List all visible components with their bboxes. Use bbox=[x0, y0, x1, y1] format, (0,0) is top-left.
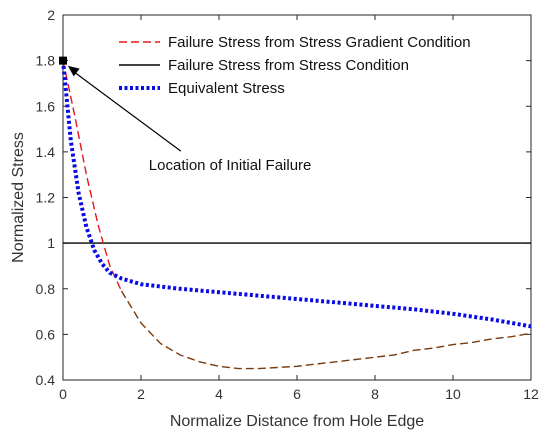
legend-label: Failure Stress from Stress Condition bbox=[168, 57, 409, 74]
x-tick-label: 4 bbox=[215, 386, 223, 402]
y-tick-label: 1.6 bbox=[36, 98, 56, 114]
y-tick-label: 1.8 bbox=[36, 53, 56, 69]
y-tick-label: 1.2 bbox=[36, 190, 56, 206]
y-axis: 0.4 0.6 0.8 1 1.2 1.4 1.6 1.8 2 bbox=[36, 7, 531, 388]
initial-failure-marker bbox=[59, 56, 67, 65]
x-tick-label: 12 bbox=[523, 386, 539, 402]
x-axis-label: Normalize Distance from Hole Edge bbox=[170, 413, 424, 430]
x-tick-label: 10 bbox=[445, 386, 461, 402]
y-tick-label: 0.4 bbox=[36, 372, 56, 388]
series-line-gradient-condition-tail bbox=[120, 290, 532, 370]
x-tick-label: 6 bbox=[293, 386, 301, 402]
x-tick-label: 0 bbox=[59, 386, 67, 402]
annotation-arrow-shaft bbox=[69, 68, 182, 152]
x-axis: 0 2 4 6 8 10 12 bbox=[59, 15, 539, 402]
legend-label: Failure Stress from Stress Gradient Cond… bbox=[168, 34, 471, 51]
y-tick-label: 1.4 bbox=[36, 144, 56, 160]
y-tick-label: 2 bbox=[47, 7, 55, 23]
legend-label: Equivalent Stress bbox=[168, 80, 285, 97]
x-tick-label: 2 bbox=[137, 386, 145, 402]
x-tick-label: 8 bbox=[371, 386, 379, 402]
annotation-layer: Location of Initial Failure bbox=[67, 65, 312, 174]
series-line-equivalent-stress bbox=[61, 60, 532, 329]
annotation-label: Location of Initial Failure bbox=[149, 157, 312, 174]
legend: Failure Stress from Stress Gradient Cond… bbox=[119, 34, 471, 97]
y-axis-label: Normalized Stress bbox=[10, 132, 27, 263]
y-tick-label: 1 bbox=[47, 235, 55, 251]
series-layer bbox=[59, 56, 532, 370]
series-line-gradient-condition bbox=[62, 60, 123, 292]
y-tick-label: 0.8 bbox=[36, 281, 56, 297]
y-tick-label: 0.6 bbox=[36, 326, 56, 342]
annotation-arrow-head bbox=[67, 65, 80, 77]
